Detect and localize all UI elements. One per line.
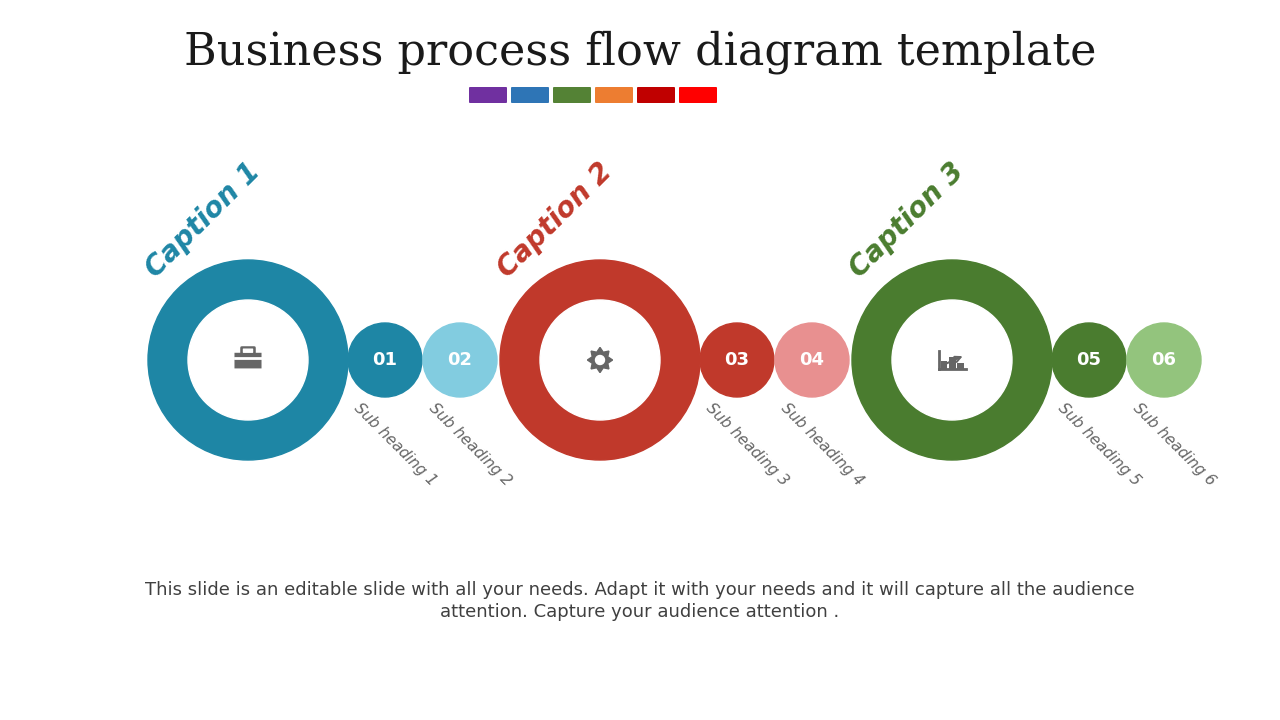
Polygon shape <box>588 347 613 373</box>
Bar <box>948 356 956 369</box>
Text: This slide is an editable slide with all your needs. Adapt it with your needs an: This slide is an editable slide with all… <box>145 581 1135 599</box>
Text: Caption 2: Caption 2 <box>493 157 618 283</box>
Circle shape <box>774 323 849 397</box>
FancyBboxPatch shape <box>637 87 675 103</box>
Text: Sub heading 6: Sub heading 6 <box>1130 401 1219 489</box>
Text: Business process flow diagram template: Business process flow diagram template <box>184 30 1096 74</box>
Circle shape <box>595 356 604 364</box>
Text: attention. Capture your audience attention .: attention. Capture your audience attenti… <box>440 603 840 621</box>
Circle shape <box>188 300 308 420</box>
Text: Sub heading 1: Sub heading 1 <box>351 401 439 489</box>
Circle shape <box>700 323 774 397</box>
Text: 05: 05 <box>1076 351 1102 369</box>
Text: 04: 04 <box>800 351 824 369</box>
Text: Caption 3: Caption 3 <box>845 157 970 283</box>
FancyBboxPatch shape <box>678 87 717 103</box>
Text: Caption 1: Caption 1 <box>141 157 266 283</box>
Circle shape <box>1126 323 1201 397</box>
FancyBboxPatch shape <box>243 349 252 352</box>
Text: Sub heading 3: Sub heading 3 <box>703 401 791 489</box>
Circle shape <box>540 300 660 420</box>
Circle shape <box>1052 323 1126 397</box>
FancyBboxPatch shape <box>595 87 634 103</box>
Bar <box>941 361 947 369</box>
Text: 02: 02 <box>448 351 472 369</box>
Text: Sub heading 5: Sub heading 5 <box>1055 401 1143 489</box>
Circle shape <box>852 260 1052 460</box>
FancyBboxPatch shape <box>553 87 591 103</box>
Text: 01: 01 <box>372 351 398 369</box>
Text: 03: 03 <box>724 351 750 369</box>
Text: 06: 06 <box>1152 351 1176 369</box>
Circle shape <box>500 260 700 460</box>
Bar <box>957 363 964 369</box>
Text: Sub heading 4: Sub heading 4 <box>778 401 867 489</box>
Circle shape <box>348 323 422 397</box>
Circle shape <box>892 300 1012 420</box>
Circle shape <box>422 323 497 397</box>
FancyBboxPatch shape <box>511 87 549 103</box>
Text: Sub heading 2: Sub heading 2 <box>426 401 515 489</box>
FancyBboxPatch shape <box>468 87 507 103</box>
Circle shape <box>148 260 348 460</box>
FancyBboxPatch shape <box>234 353 261 369</box>
